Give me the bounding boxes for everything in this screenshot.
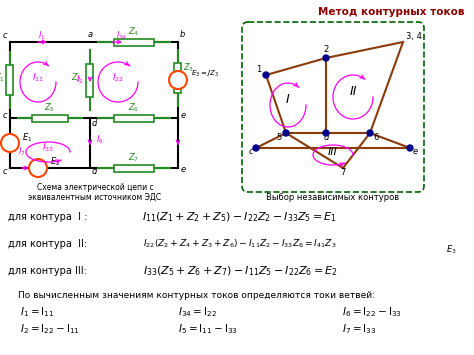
Text: $\mathit{I}_5=\mathrm{I}_{11}-\mathrm{I}_{33}$: $\mathit{I}_5=\mathrm{I}_{11}-\mathrm{I}…	[178, 322, 238, 336]
Text: $\mathit{I}_1=\mathrm{I}_{11}$: $\mathit{I}_1=\mathrm{I}_{11}$	[20, 305, 55, 319]
Text: c: c	[248, 147, 253, 156]
Text: $\mathit{I}_{11}(Z_1+Z_2+Z_5)-\mathit{I}_{22}Z_2-\mathit{I}_{33}Z_5=E_1$: $\mathit{I}_{11}(Z_1+Z_2+Z_5)-\mathit{I}…	[143, 210, 337, 224]
Text: b: b	[180, 30, 185, 39]
Text: c: c	[2, 111, 7, 120]
Text: e: e	[181, 111, 186, 120]
Text: 6: 6	[373, 133, 378, 142]
Text: $Z_1$: $Z_1$	[0, 71, 5, 83]
Circle shape	[169, 71, 187, 89]
Bar	[114, 38, 154, 45]
Text: e: e	[181, 165, 186, 174]
Text: По вычисленным значениям контурных токов определяются токи ветвей:: По вычисленным значениям контурных токов…	[18, 291, 375, 300]
Text: 2: 2	[323, 45, 328, 54]
Text: $Z_2$: $Z_2$	[71, 71, 82, 83]
Text: a: a	[87, 30, 92, 39]
Bar	[7, 65, 13, 95]
Text: I: I	[286, 93, 290, 106]
Circle shape	[407, 145, 413, 151]
Text: $\mathit{I}_{22}(Z_2+Z_4+Z_3+Z_6)-\mathit{I}_{11}Z_2-\mathit{I}_{33}Z_6=\mathit{: $\mathit{I}_{22}(Z_2+Z_4+Z_3+Z_6)-\mathi…	[143, 238, 337, 251]
Bar	[32, 115, 68, 121]
Text: d: d	[92, 167, 97, 176]
Text: $I_{11}$: $I_{11}$	[32, 71, 44, 83]
Text: $E_1$: $E_1$	[22, 132, 32, 144]
Text: 3, 4: 3, 4	[406, 32, 422, 41]
Text: $\mathit{I}_2=\mathrm{I}_{22}-\mathrm{I}_{11}$: $\mathit{I}_2=\mathrm{I}_{22}-\mathrm{I}…	[20, 322, 80, 336]
Text: $I_6$: $I_6$	[96, 134, 104, 147]
Text: II: II	[349, 85, 357, 98]
Text: $I_2$: $I_2$	[76, 73, 84, 86]
Text: для контура  I :: для контура I :	[8, 212, 87, 222]
Text: $Z_6$: $Z_6$	[128, 102, 140, 115]
Text: для контура  II:: для контура II:	[8, 239, 87, 249]
Text: $Z_7$: $Z_7$	[128, 152, 139, 164]
Text: $I_{33}$: $I_{33}$	[42, 141, 54, 153]
Text: $E_3{=}JZ_3$: $E_3{=}JZ_3$	[191, 69, 219, 79]
Text: $I_7$: $I_7$	[18, 146, 26, 158]
Text: $I_{34}$: $I_{34}$	[116, 29, 127, 42]
Circle shape	[323, 130, 329, 136]
Text: c: c	[2, 31, 7, 40]
Text: $\mathit{I}_7=\mathrm{I}_{33}$: $\mathit{I}_7=\mathrm{I}_{33}$	[342, 322, 376, 336]
Text: $\mathit{I}_{34}=\mathrm{I}_{22}$: $\mathit{I}_{34}=\mathrm{I}_{22}$	[178, 305, 217, 319]
Text: d: d	[92, 119, 97, 128]
Bar	[86, 64, 93, 97]
Text: III: III	[328, 147, 338, 157]
Circle shape	[253, 145, 259, 151]
Text: для контура III:: для контура III:	[8, 266, 87, 276]
Text: d: d	[323, 133, 328, 142]
Text: $E_3$: $E_3$	[446, 244, 456, 257]
Text: Метод контурных токов: Метод контурных токов	[319, 7, 465, 17]
Text: $\mathit{I}_{33}(Z_5+Z_6+Z_7)-\mathit{I}_{11}Z_5-\mathit{I}_{22}Z_6=E_2$: $\mathit{I}_{33}(Z_5+Z_6+Z_7)-\mathit{I}…	[143, 264, 337, 278]
Text: 5: 5	[277, 133, 282, 142]
Text: $Z_4$: $Z_4$	[128, 26, 140, 38]
Circle shape	[367, 130, 373, 136]
Circle shape	[29, 159, 47, 177]
Text: $Z_5$: $Z_5$	[45, 102, 55, 115]
Circle shape	[1, 134, 19, 152]
Text: $\mathit{I}_6=\mathrm{I}_{22}-\mathrm{I}_{33}$: $\mathit{I}_6=\mathrm{I}_{22}-\mathrm{I}…	[342, 305, 402, 319]
Circle shape	[323, 55, 329, 61]
Circle shape	[283, 130, 289, 136]
Text: Выбор независимых контуров: Выбор независимых контуров	[266, 193, 400, 202]
Circle shape	[263, 72, 269, 78]
Text: e: e	[413, 147, 418, 156]
Text: 1: 1	[256, 65, 261, 74]
Text: Схема электрической цепи с
эквивалентным источником ЭДС: Схема электрической цепи с эквивалентным…	[28, 182, 162, 202]
Bar	[114, 115, 154, 121]
Text: c: c	[2, 167, 7, 176]
Bar	[114, 164, 154, 171]
Text: $I_{22}$: $I_{22}$	[112, 71, 124, 83]
Text: $E_2$: $E_2$	[50, 156, 61, 169]
Bar	[174, 62, 182, 93]
Text: $Z_3$: $Z_3$	[183, 61, 194, 73]
Text: $I_1$: $I_1$	[38, 29, 46, 42]
Text: 7: 7	[340, 168, 346, 177]
